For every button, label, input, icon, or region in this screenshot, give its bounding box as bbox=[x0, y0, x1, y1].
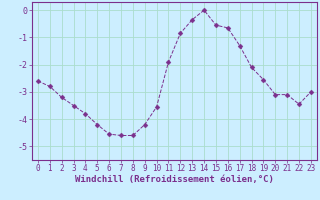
X-axis label: Windchill (Refroidissement éolien,°C): Windchill (Refroidissement éolien,°C) bbox=[75, 175, 274, 184]
